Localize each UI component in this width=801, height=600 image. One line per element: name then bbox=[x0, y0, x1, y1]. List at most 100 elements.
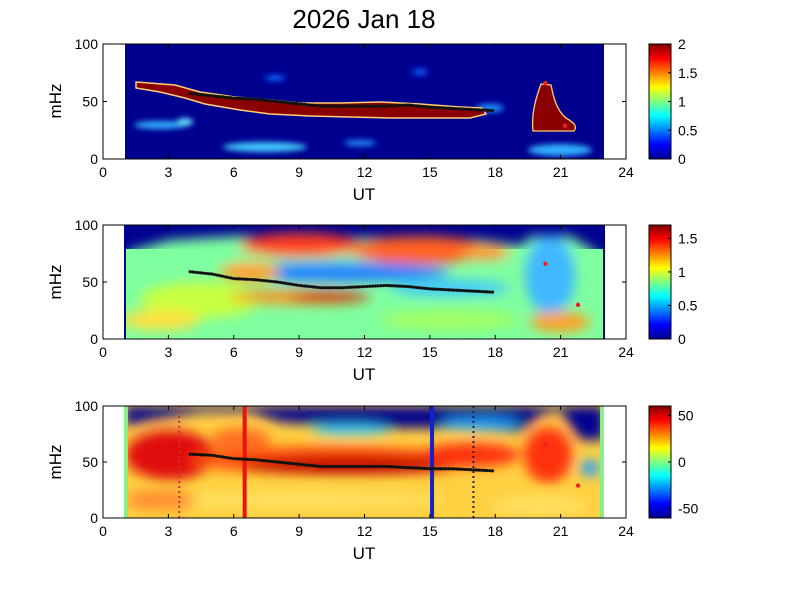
ridge-point bbox=[436, 467, 440, 471]
ridge-point bbox=[226, 456, 230, 460]
ridge-point bbox=[349, 285, 353, 289]
ridge-point bbox=[213, 94, 217, 98]
ridge-point bbox=[414, 466, 418, 470]
red-marker-point bbox=[543, 261, 548, 266]
ridge-point bbox=[202, 271, 206, 275]
ridge-point bbox=[243, 97, 247, 101]
ridge-point bbox=[286, 101, 290, 105]
ridge-point bbox=[324, 286, 328, 290]
ridge-point bbox=[490, 469, 495, 473]
colorbar-tick-label: -50 bbox=[678, 501, 698, 517]
ridge-point bbox=[188, 452, 192, 456]
ridge-point bbox=[466, 289, 470, 293]
ridge-point bbox=[425, 286, 429, 291]
ridge-point bbox=[384, 104, 388, 108]
ridge-point bbox=[188, 91, 192, 96]
y-axis-label-bottom: mHz bbox=[46, 445, 65, 480]
ridge-point bbox=[322, 104, 326, 108]
ridge-point bbox=[341, 464, 345, 469]
ridge-point bbox=[357, 464, 361, 469]
ridge-point bbox=[395, 284, 399, 288]
ridge-point bbox=[264, 279, 269, 283]
ridge-point bbox=[267, 99, 271, 103]
ridge-point bbox=[411, 285, 416, 289]
ridge-point bbox=[474, 108, 478, 112]
ridge-point bbox=[338, 464, 342, 469]
ridge-point bbox=[401, 284, 405, 288]
ridge-point bbox=[338, 104, 342, 108]
ridge-point bbox=[460, 288, 465, 293]
ridge-point bbox=[433, 105, 437, 110]
ridge-point bbox=[417, 104, 421, 108]
ridge-point bbox=[313, 464, 318, 468]
ridge-point bbox=[234, 457, 239, 461]
ridge-point bbox=[349, 104, 353, 108]
red-marker-point bbox=[543, 441, 548, 447]
ridge-point bbox=[292, 282, 296, 287]
ridge-point bbox=[463, 289, 467, 293]
ridge-point bbox=[390, 104, 394, 108]
colorbar-tick-label: 1.5 bbox=[678, 230, 698, 246]
colorbar-tick-label: 1 bbox=[678, 264, 686, 280]
ridge-point bbox=[248, 97, 252, 101]
ridge-point bbox=[202, 93, 206, 97]
ridge-point bbox=[488, 469, 492, 473]
ridge-point bbox=[395, 465, 399, 469]
ridge-point bbox=[480, 108, 484, 112]
ridge-point bbox=[379, 464, 383, 469]
ridge-point bbox=[450, 288, 454, 292]
ridge-point bbox=[422, 286, 427, 290]
ridge-point bbox=[262, 98, 266, 102]
ridge-point bbox=[221, 455, 225, 459]
ridge-point bbox=[463, 107, 467, 111]
ridge-point bbox=[191, 270, 195, 274]
y-tick-label: 50 bbox=[82, 454, 98, 470]
panel-top: 0 3 6 9 12 15 18 21 24 0 50 100 UT mHz 0 0.5 1 1.5 2 bbox=[46, 36, 698, 204]
ridge-point bbox=[256, 278, 260, 282]
ridge-point bbox=[463, 467, 467, 472]
ridge-point bbox=[251, 97, 255, 101]
ridge-point bbox=[373, 464, 377, 469]
colorbar-tick-label: 2 bbox=[678, 36, 686, 52]
ridge-point bbox=[392, 465, 397, 469]
ridge-point bbox=[417, 466, 421, 470]
ridge-point bbox=[338, 286, 342, 290]
ridge-point bbox=[251, 458, 255, 462]
ridge-point bbox=[439, 287, 443, 292]
colorbar-tick-label: 1.5 bbox=[678, 65, 698, 81]
ridge-point bbox=[441, 467, 446, 471]
ridge-point bbox=[452, 288, 456, 292]
ridge-point bbox=[480, 468, 484, 472]
ridge-point bbox=[248, 457, 252, 462]
ridge-point bbox=[441, 287, 446, 292]
ridge-point bbox=[409, 285, 413, 289]
panel-middle: 0 3 6 9 12 15 18 21 24 0 50 100 UT mHz 0 0.5 1 1.5 bbox=[46, 217, 698, 384]
ridge-point bbox=[322, 464, 326, 469]
x-tick-label: 18 bbox=[487, 164, 503, 180]
x-tick-label: 9 bbox=[295, 523, 303, 539]
ridge-point bbox=[204, 271, 209, 276]
ridge-point bbox=[403, 465, 407, 470]
ridge-point bbox=[259, 98, 263, 102]
ridge-point bbox=[455, 107, 459, 111]
ridge-point bbox=[343, 104, 348, 108]
x-tick-label: 24 bbox=[618, 523, 634, 539]
ridge-point bbox=[469, 107, 473, 112]
colorbar-tick-label: 0 bbox=[678, 151, 686, 167]
ridge-point bbox=[215, 273, 220, 277]
ridge-point bbox=[482, 108, 486, 112]
ridge-point bbox=[256, 97, 260, 102]
ridge-point bbox=[204, 453, 209, 457]
x-tick-label: 12 bbox=[357, 164, 373, 180]
ridge-point bbox=[420, 286, 424, 290]
ridge-point bbox=[210, 453, 214, 457]
vertical-markers-bottom bbox=[178, 406, 475, 518]
ridge-point bbox=[275, 99, 279, 104]
ridge-point bbox=[229, 456, 233, 460]
ridge-point bbox=[245, 97, 249, 101]
ridge-point bbox=[311, 464, 315, 468]
x-tick-label: 0 bbox=[99, 164, 107, 180]
ridge-point bbox=[202, 453, 206, 457]
ridge-point bbox=[213, 272, 217, 277]
